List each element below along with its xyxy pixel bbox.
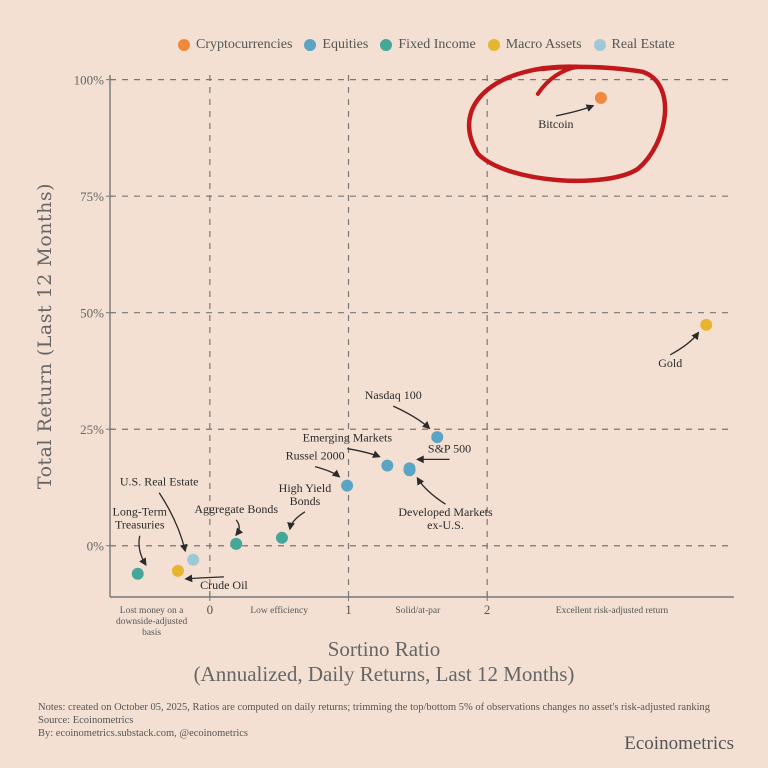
label-arrow: [669, 331, 700, 356]
label-arrow: [555, 104, 595, 117]
data-point: [131, 567, 144, 580]
legend-dot-icon: [304, 39, 317, 51]
data-point: [403, 464, 416, 477]
byline: By: ecoinometrics.substack.com, @ecoinom…: [38, 728, 248, 739]
y-tick-label: 100%: [74, 73, 105, 88]
legend-label: Cryptocurrencies: [196, 37, 293, 52]
brand-logo-text: Ecoinometrics: [624, 733, 734, 754]
point-label: U.S. Real Estate: [120, 475, 199, 489]
data-point: [230, 537, 243, 550]
annotation-circle: [466, 64, 668, 184]
label-arrow: [347, 447, 381, 458]
y-tick-label: 50%: [80, 306, 104, 321]
x-tick-label: 1: [345, 602, 352, 617]
label-arrow: [184, 574, 224, 583]
legend-label: Equities: [322, 37, 369, 52]
notes-line: Notes: created on October 05, 2025, Rati…: [38, 702, 710, 713]
legend-item-fixed-income[interactable]: Fixed Income: [380, 37, 476, 53]
source-line: Source: Ecoinometrics: [38, 715, 134, 726]
notes: Notes: created on October 05, 2025, Rati…: [38, 701, 710, 740]
label-arrow: [138, 535, 147, 567]
region-label: Solid/at-par: [395, 606, 441, 616]
y-tick-label: 0%: [87, 539, 105, 554]
legend-label: Fixed Income: [398, 37, 476, 52]
label-arrow: [235, 519, 244, 537]
y-axis-title: Total Return (Last 12 Months): [34, 182, 56, 490]
label-arrow: [314, 465, 341, 478]
label-arrow: [158, 492, 188, 553]
point-label: Aggregate Bonds: [194, 502, 278, 516]
data-point: [381, 459, 394, 472]
point-label: Crude Oil: [200, 578, 248, 592]
x-axis-title: Sortino Ratio: [327, 637, 441, 661]
point-label: Russel 2000: [286, 449, 345, 463]
y-tick-label: 25%: [80, 422, 104, 437]
point-label: Long-Term: [112, 505, 167, 519]
annotation-stroke: [535, 64, 580, 96]
legend-label: Real Estate: [611, 37, 675, 52]
legend-item-cryptocurrencies[interactable]: Cryptocurrencies: [178, 37, 292, 53]
label-arrow: [416, 476, 446, 505]
region-label: downside-adjusted: [116, 617, 187, 627]
point-label: ex-U.S.: [427, 518, 464, 532]
point-label: Bonds: [290, 494, 321, 508]
data-point: [341, 479, 354, 492]
legend-dot-icon: [487, 39, 500, 51]
point-label: Gold: [658, 356, 682, 370]
point-label: High Yield: [279, 481, 332, 495]
point-label: S&P 500: [428, 441, 471, 455]
point-label: Emerging Markets: [303, 431, 393, 445]
point-label: Developed Markets: [398, 505, 493, 519]
region-label: Lost money on a: [120, 606, 184, 616]
region-label: Excellent risk-adjusted return: [556, 606, 669, 616]
point-label: Treasuries: [115, 518, 165, 532]
x-axis-subtitle: (Annualized, Daily Returns, Last 12 Mont…: [193, 662, 575, 686]
point-label: Bitcoin: [538, 117, 573, 131]
data-point: [700, 318, 713, 331]
legend-dot-icon: [380, 39, 393, 51]
legend: Cryptocurrencies Equities Fixed Income M…: [178, 37, 675, 53]
legend-item-real-estate[interactable]: Real Estate: [593, 37, 675, 53]
legend-item-macro-assets[interactable]: Macro Assets: [487, 37, 582, 53]
x-tick-label: 0: [207, 602, 214, 617]
legend-item-equities[interactable]: Equities: [304, 37, 368, 53]
data-point: [594, 91, 607, 104]
legend-label: Macro Assets: [505, 37, 582, 52]
region-label: basis: [142, 628, 161, 638]
point-label: Nasdaq 100: [365, 388, 422, 402]
region-label: Low efficiency: [250, 605, 308, 616]
data-point: [275, 531, 288, 544]
legend-dot-icon: [178, 39, 190, 51]
legend-dot-icon: [593, 39, 606, 51]
data-point: [431, 431, 444, 444]
label-arrow: [392, 405, 431, 430]
x-tick-label: 2: [484, 602, 491, 617]
data-point: [171, 564, 184, 577]
y-tick-label: 75%: [80, 189, 104, 204]
data-point: [187, 553, 200, 566]
label-arrow: [287, 511, 306, 531]
